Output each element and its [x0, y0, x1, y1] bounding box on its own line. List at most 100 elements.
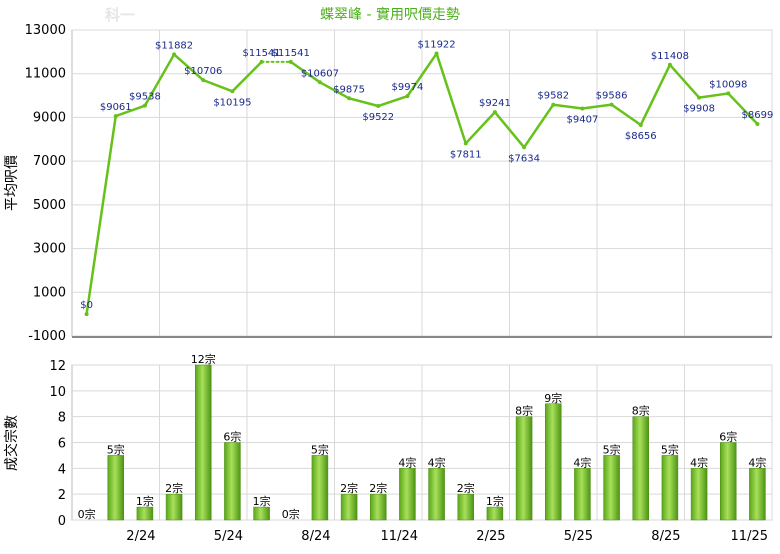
price-line-segment [289, 60, 322, 84]
price-point-label: $9582 [537, 91, 569, 102]
volume-bar-label: 2宗 [340, 481, 358, 495]
price-point-label: $0 [80, 300, 93, 311]
month-tick-label: 5/25 [564, 529, 593, 544]
price-point [492, 110, 497, 115]
volume-axis-ticks: 0 2 4 6 8 10 12 [49, 359, 66, 529]
month-tick-label: 2/24 [126, 529, 155, 544]
price-point [201, 78, 206, 83]
price-axis-ticks: -1000 1000 3000 5000 7000 9000 11000 13000 [25, 23, 66, 344]
volume-tick-label: 6 [58, 437, 66, 452]
price-line-segment [581, 103, 613, 110]
price-point-label: $8656 [625, 131, 657, 142]
volume-tick-label: 8 [58, 411, 66, 426]
volume-bar-label: 2宗 [165, 481, 183, 495]
volume-bar-label: 5宗 [661, 442, 679, 456]
price-point-label: $10607 [301, 68, 339, 79]
volume-bar-label: 12宗 [191, 352, 216, 366]
price-point-label: $11922 [417, 40, 455, 51]
price-axis-label: 平均呎價 [3, 155, 20, 211]
price-point-label: $10706 [184, 66, 222, 77]
price-point [317, 80, 322, 85]
price-line-segment [202, 78, 234, 93]
price-point [288, 59, 293, 64]
volume-bar [486, 506, 504, 521]
price-point-label: $9875 [333, 84, 365, 95]
volume-bar-label: 0宗 [282, 507, 300, 521]
price-line-segment [522, 103, 555, 149]
price-line-segment [231, 60, 263, 93]
price-point [726, 91, 731, 96]
month-tick-label: 2/25 [476, 529, 505, 544]
volume-tick-label: 10 [49, 385, 66, 400]
volume-bar [253, 506, 270, 521]
price-plot-area [71, 29, 773, 337]
price-line-segment [610, 103, 642, 127]
volume-bar-label: 4宗 [428, 455, 446, 469]
chart-title: 蝶翠峰 - 實用呎價走勢 [320, 6, 460, 23]
volume-bar [574, 468, 591, 521]
price-point [755, 122, 760, 127]
volume-bar [661, 455, 679, 521]
volume-bar-label: 4宗 [748, 455, 766, 469]
price-point [434, 51, 439, 56]
price-point [522, 145, 527, 150]
volume-bar [136, 506, 154, 521]
price-point [84, 312, 89, 317]
price-point-label: $8699 [742, 110, 774, 121]
price-point [463, 141, 468, 146]
price-point-label: $9061 [100, 102, 132, 113]
month-tick-label: 8/24 [301, 529, 330, 544]
price-point-label: $9522 [362, 112, 394, 123]
price-line-segment [639, 63, 672, 127]
month-tick-label: 8/25 [651, 529, 680, 544]
volume-bar-label: 9宗 [544, 391, 562, 405]
volume-tick-label: 2 [58, 488, 66, 503]
price-point-label: $11882 [155, 40, 193, 51]
volume-bar-label: 4宗 [690, 455, 708, 469]
price-point [376, 104, 381, 109]
price-point-label: $7811 [450, 149, 482, 160]
price-point-label: $11541 [242, 48, 280, 59]
volume-bars [107, 364, 766, 521]
price-point-label: $10195 [213, 97, 251, 108]
volume-bar [107, 455, 124, 521]
price-point-label: $9407 [567, 115, 599, 126]
volume-bar [428, 468, 445, 521]
volume-bar [165, 493, 183, 521]
price-point-labels: $0 $9061$9538 $11882 $10706 $10195 $11541$115… [80, 40, 773, 312]
volume-bar [311, 455, 329, 521]
price-tick-label: 5000 [33, 198, 66, 213]
volume-bar-labels: 0宗 5宗 1宗 2宗 12宗 6宗 1宗 0宗 5宗 2宗 2宗 4宗 4宗 2宗 1宗 8宗 9宗 4宗 5宗 8… [78, 352, 767, 521]
price-point-label: $7634 [508, 153, 540, 164]
price-point [551, 102, 556, 107]
month-tick-label: 11/25 [731, 529, 768, 544]
price-point-label: $11541 [272, 48, 310, 59]
month-tick-label: 11/24 [381, 529, 418, 544]
price-line-segment [318, 81, 351, 100]
price-point-label: $9586 [596, 91, 628, 102]
price-line-segment [114, 104, 147, 118]
price-point [172, 52, 177, 57]
price-line-segment [727, 92, 759, 126]
price-line-segment [668, 63, 701, 99]
price-line-segment [143, 53, 176, 107]
price-line-segment [552, 103, 584, 110]
price-tick-label: -1000 [28, 329, 66, 344]
volume-bar-label: 5宗 [311, 442, 329, 456]
price-point [405, 94, 410, 99]
volume-bar-label: 1宗 [136, 494, 154, 508]
price-gridlines [72, 29, 773, 337]
price-point [609, 102, 614, 107]
volume-bar-label: 2宗 [369, 481, 387, 495]
price-point [230, 89, 235, 94]
price-point [638, 122, 643, 127]
volume-bar-label: 6宗 [719, 430, 737, 444]
price-tick-label: 13000 [25, 23, 66, 38]
price-tick-label: 7000 [33, 154, 66, 169]
price-line-segment [377, 94, 409, 108]
price-point [142, 103, 147, 108]
price-point-label: $9974 [392, 82, 424, 93]
volume-plot-area [71, 364, 773, 521]
price-point [697, 95, 702, 100]
volume-tick-label: 12 [49, 359, 66, 374]
